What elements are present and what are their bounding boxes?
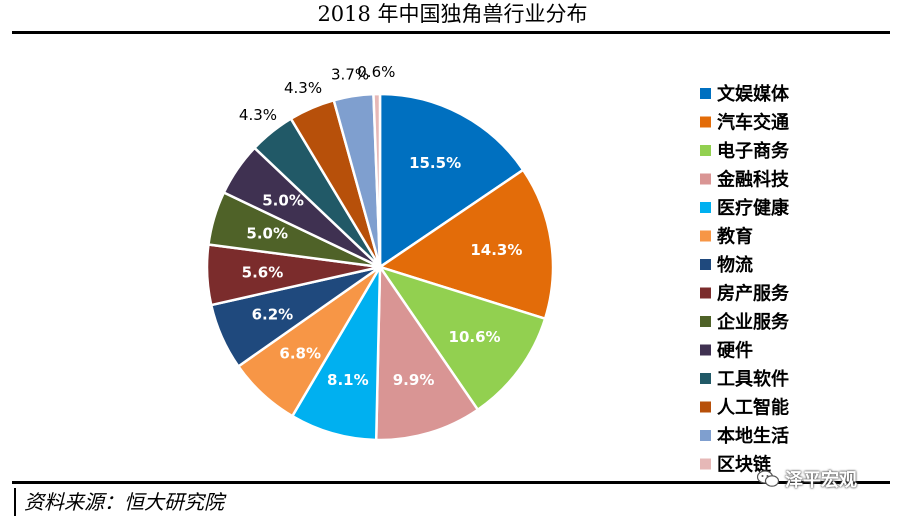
legend-label: 人工智能 (717, 397, 789, 419)
slice-data-label: 5.0% (262, 191, 304, 209)
legend-swatch (700, 344, 711, 356)
slice-data-label: 10.6% (449, 328, 501, 346)
slice-data-label: 4.3% (239, 106, 277, 124)
pie-chart: 15.5% 14.3% 10.6% 9.9% 8.1% 6.8% 6.2% 5.6% 5.0% 5… (205, 63, 790, 476)
pie-slice (376, 264, 547, 412)
legend-label: 教育 (717, 226, 753, 248)
slice-data-label: 5.0% (246, 225, 288, 243)
legend-label: 汽车交通 (717, 112, 789, 134)
legend-swatch (700, 401, 711, 413)
slice-data-label: 15.5% (409, 154, 461, 172)
pie-slice (377, 168, 555, 321)
legend-label: 金融科技 (716, 169, 790, 191)
slice-data-label: 4.3% (284, 79, 322, 97)
slice-data-label: 3.7% (331, 65, 369, 83)
pie-slice (372, 92, 382, 268)
slice-data-label: 0.6% (357, 63, 395, 81)
slice-data-label: 6.8% (279, 344, 321, 362)
legend-label: 电子商务 (717, 140, 790, 162)
legend-swatch (700, 230, 711, 242)
legend-label: 本地生活 (717, 425, 789, 447)
legend-swatch (700, 173, 711, 185)
chart-title: 2018 年中国独角兽行业分布 (317, 2, 588, 26)
slice-data-label: 5.6% (242, 263, 284, 281)
legend-swatch (700, 88, 711, 99)
legend-swatch (700, 202, 711, 213)
slice-data-label: 6.2% (252, 306, 294, 324)
source-note: 资料来源：恒大研究院 (14, 488, 224, 516)
slice-data-label: 8.1% (327, 371, 369, 389)
legend-swatch (700, 145, 711, 156)
legend-swatch (700, 116, 711, 128)
wechat-icon (757, 470, 779, 487)
pie-slice (290, 262, 382, 442)
legend-label: 物流 (717, 254, 753, 276)
legend-swatch (700, 316, 711, 327)
legend-label: 硬件 (717, 340, 753, 362)
legend-label: 区块链 (717, 454, 772, 476)
legend-swatch (700, 373, 711, 384)
legend-label: 工具软件 (717, 368, 789, 390)
watermark-text: 泽平宏观 (785, 470, 857, 491)
legend-swatch (700, 458, 711, 470)
legend-label: 医疗健康 (717, 197, 790, 219)
legend-label: 房产服务 (717, 283, 790, 305)
top-rule (12, 31, 890, 34)
watermark: 泽平宏观 (757, 466, 857, 492)
legend-label: 企业服务 (716, 311, 790, 333)
bottom-rule (12, 481, 890, 484)
legend-swatch (700, 430, 711, 441)
legend-swatch (700, 259, 711, 270)
legend-swatch (700, 287, 711, 299)
slice-data-label: 9.9% (393, 371, 435, 389)
legend-label: 文娱媒体 (717, 83, 790, 105)
pie-slice (374, 263, 480, 442)
slice-data-label: 14.3% (470, 241, 522, 259)
pie-slice (378, 92, 525, 270)
